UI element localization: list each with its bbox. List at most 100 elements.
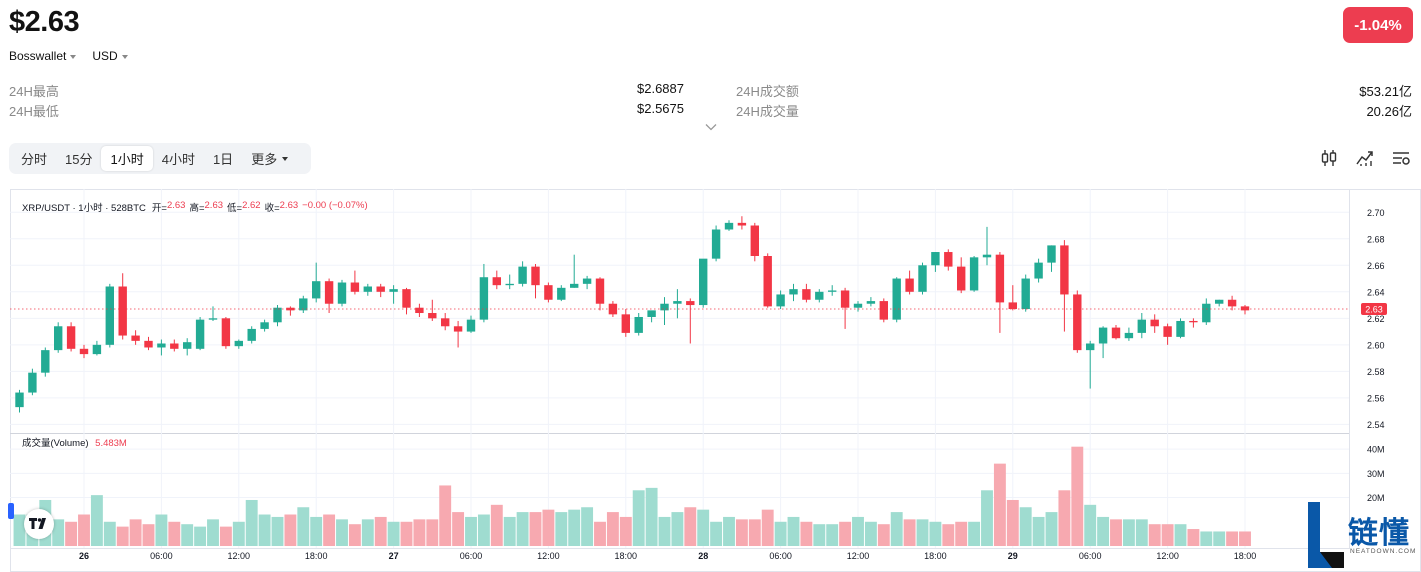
tradingview-logo-icon bbox=[29, 518, 46, 529]
candle-body bbox=[724, 222, 734, 230]
tab-more-label: 更多 bbox=[251, 152, 278, 167]
side-panel-toggle[interactable] bbox=[8, 503, 14, 519]
candle-body bbox=[492, 277, 501, 286]
tab-15m[interactable]: 15分 bbox=[65, 152, 93, 167]
candle-body bbox=[41, 350, 50, 373]
time-tick-label: 12:00 bbox=[847, 551, 870, 561]
candle-body bbox=[131, 335, 140, 341]
expand-chevron-icon[interactable] bbox=[705, 121, 717, 133]
volume-bar bbox=[735, 519, 748, 546]
candle-body bbox=[299, 298, 308, 311]
volume-bar bbox=[465, 516, 477, 546]
volume-bar bbox=[890, 512, 903, 546]
candle-body bbox=[518, 266, 527, 284]
volume-bar bbox=[413, 519, 426, 546]
candle-body bbox=[1176, 320, 1185, 337]
candle-body bbox=[1202, 303, 1211, 323]
candle-body bbox=[750, 225, 759, 257]
volume-bar bbox=[490, 504, 503, 546]
volume-bar bbox=[774, 521, 787, 546]
candle-body bbox=[1060, 245, 1069, 295]
watermark-text: 链懂 bbox=[1348, 517, 1410, 550]
candle-body bbox=[157, 343, 166, 348]
price-tick-label: 2.68 bbox=[1367, 234, 1385, 244]
volume-bar bbox=[671, 512, 684, 546]
legend-close-value: 2.63 bbox=[279, 200, 299, 211]
candle-body bbox=[853, 303, 863, 308]
tradingview-logo[interactable] bbox=[24, 509, 54, 539]
volume-bar bbox=[1135, 519, 1148, 546]
candle-body bbox=[892, 278, 901, 320]
volume-bar bbox=[348, 524, 361, 546]
candle-body bbox=[840, 290, 850, 308]
chart-area[interactable]: 2.70 2.68 2.66 2.64 2.62 2.60 2.58 2.56 2.54 40M 3… bbox=[10, 189, 1421, 572]
chart-tools bbox=[1319, 148, 1411, 168]
tab-1d[interactable]: 1日 bbox=[212, 152, 234, 167]
candle-body bbox=[570, 283, 579, 288]
volume-bar bbox=[477, 514, 490, 546]
candle-body bbox=[15, 392, 24, 408]
legend-low-label: 低= bbox=[227, 203, 243, 214]
tab-timeshare[interactable]: 分时 bbox=[21, 152, 48, 167]
candle-body bbox=[479, 277, 489, 320]
stat-label: 24H最高 bbox=[9, 84, 59, 99]
watermark-logo-icon bbox=[1308, 502, 1344, 568]
volume-bar bbox=[103, 521, 116, 546]
settings-list-icon[interactable] bbox=[1391, 148, 1411, 168]
volume-legend-value: 5.483M bbox=[95, 438, 127, 449]
candle-body bbox=[544, 285, 553, 300]
candle-body bbox=[634, 316, 643, 333]
candle-body bbox=[1098, 327, 1108, 344]
candle-body bbox=[802, 289, 811, 300]
volume-bar bbox=[232, 521, 245, 546]
volume-bar bbox=[78, 514, 90, 546]
candle-body bbox=[273, 307, 282, 323]
volume-bar bbox=[529, 512, 542, 546]
volume-bar bbox=[955, 521, 968, 546]
candle-body bbox=[969, 257, 979, 291]
time-tick-label: 12:00 bbox=[537, 551, 560, 561]
stat-label: 24H最低 bbox=[9, 104, 59, 119]
tab-more[interactable]: 更多 bbox=[242, 146, 297, 171]
volume-bar bbox=[1174, 524, 1187, 546]
stat-high: 24H最高 $2.6887 bbox=[9, 81, 684, 99]
exchange-selector[interactable]: Bosswallet bbox=[9, 49, 77, 63]
volume-bar bbox=[65, 521, 78, 546]
candle-body bbox=[389, 289, 398, 292]
candle-body bbox=[647, 310, 656, 317]
candle-body bbox=[776, 294, 785, 307]
volume-bar bbox=[645, 487, 658, 546]
interval-tabs: 分时 15分 1小时 4小时 1日 更多 bbox=[9, 143, 311, 174]
volume-bar bbox=[581, 507, 594, 546]
candlestick-icon[interactable] bbox=[1319, 148, 1339, 168]
current-price-label: 2.63 bbox=[1365, 305, 1383, 315]
candle-body bbox=[260, 322, 269, 329]
volume-bar bbox=[748, 519, 761, 546]
volume-bar bbox=[1006, 499, 1019, 546]
caret-down-icon bbox=[282, 157, 289, 161]
candlestick-chart[interactable]: 2.70 2.68 2.66 2.64 2.62 2.60 2.58 2.56 2.54 40M 3… bbox=[10, 189, 1421, 572]
current-price-label-bg bbox=[1361, 303, 1387, 316]
time-tick-label: 06:00 bbox=[460, 551, 483, 561]
currency-selector[interactable]: USD bbox=[92, 49, 128, 63]
candle-body bbox=[1008, 302, 1017, 310]
indicator-icon[interactable] bbox=[1355, 148, 1375, 168]
volume-bar bbox=[594, 521, 606, 546]
watermark-subtext: NEATDOWN.COM bbox=[1350, 548, 1417, 555]
volume-bar bbox=[826, 524, 839, 546]
price-tick-label: 2.60 bbox=[1367, 340, 1385, 350]
candle-body bbox=[312, 281, 321, 299]
legend-high-label: 高= bbox=[189, 203, 205, 214]
tab-4h[interactable]: 4小时 bbox=[161, 152, 195, 167]
stat-label: 24H成交量 bbox=[736, 104, 799, 119]
volume-bar bbox=[271, 516, 284, 546]
volume-bar bbox=[452, 512, 465, 546]
watermark: 链懂 NEATDOWN.COM bbox=[1308, 502, 1420, 568]
tab-1h[interactable]: 1小时 bbox=[101, 146, 153, 171]
volume-bar bbox=[813, 524, 826, 546]
volume-bar bbox=[258, 514, 271, 546]
time-tick-label: 28 bbox=[698, 551, 708, 561]
candle-body bbox=[660, 303, 669, 311]
candle-body bbox=[66, 326, 76, 349]
volume-bar bbox=[864, 521, 877, 546]
